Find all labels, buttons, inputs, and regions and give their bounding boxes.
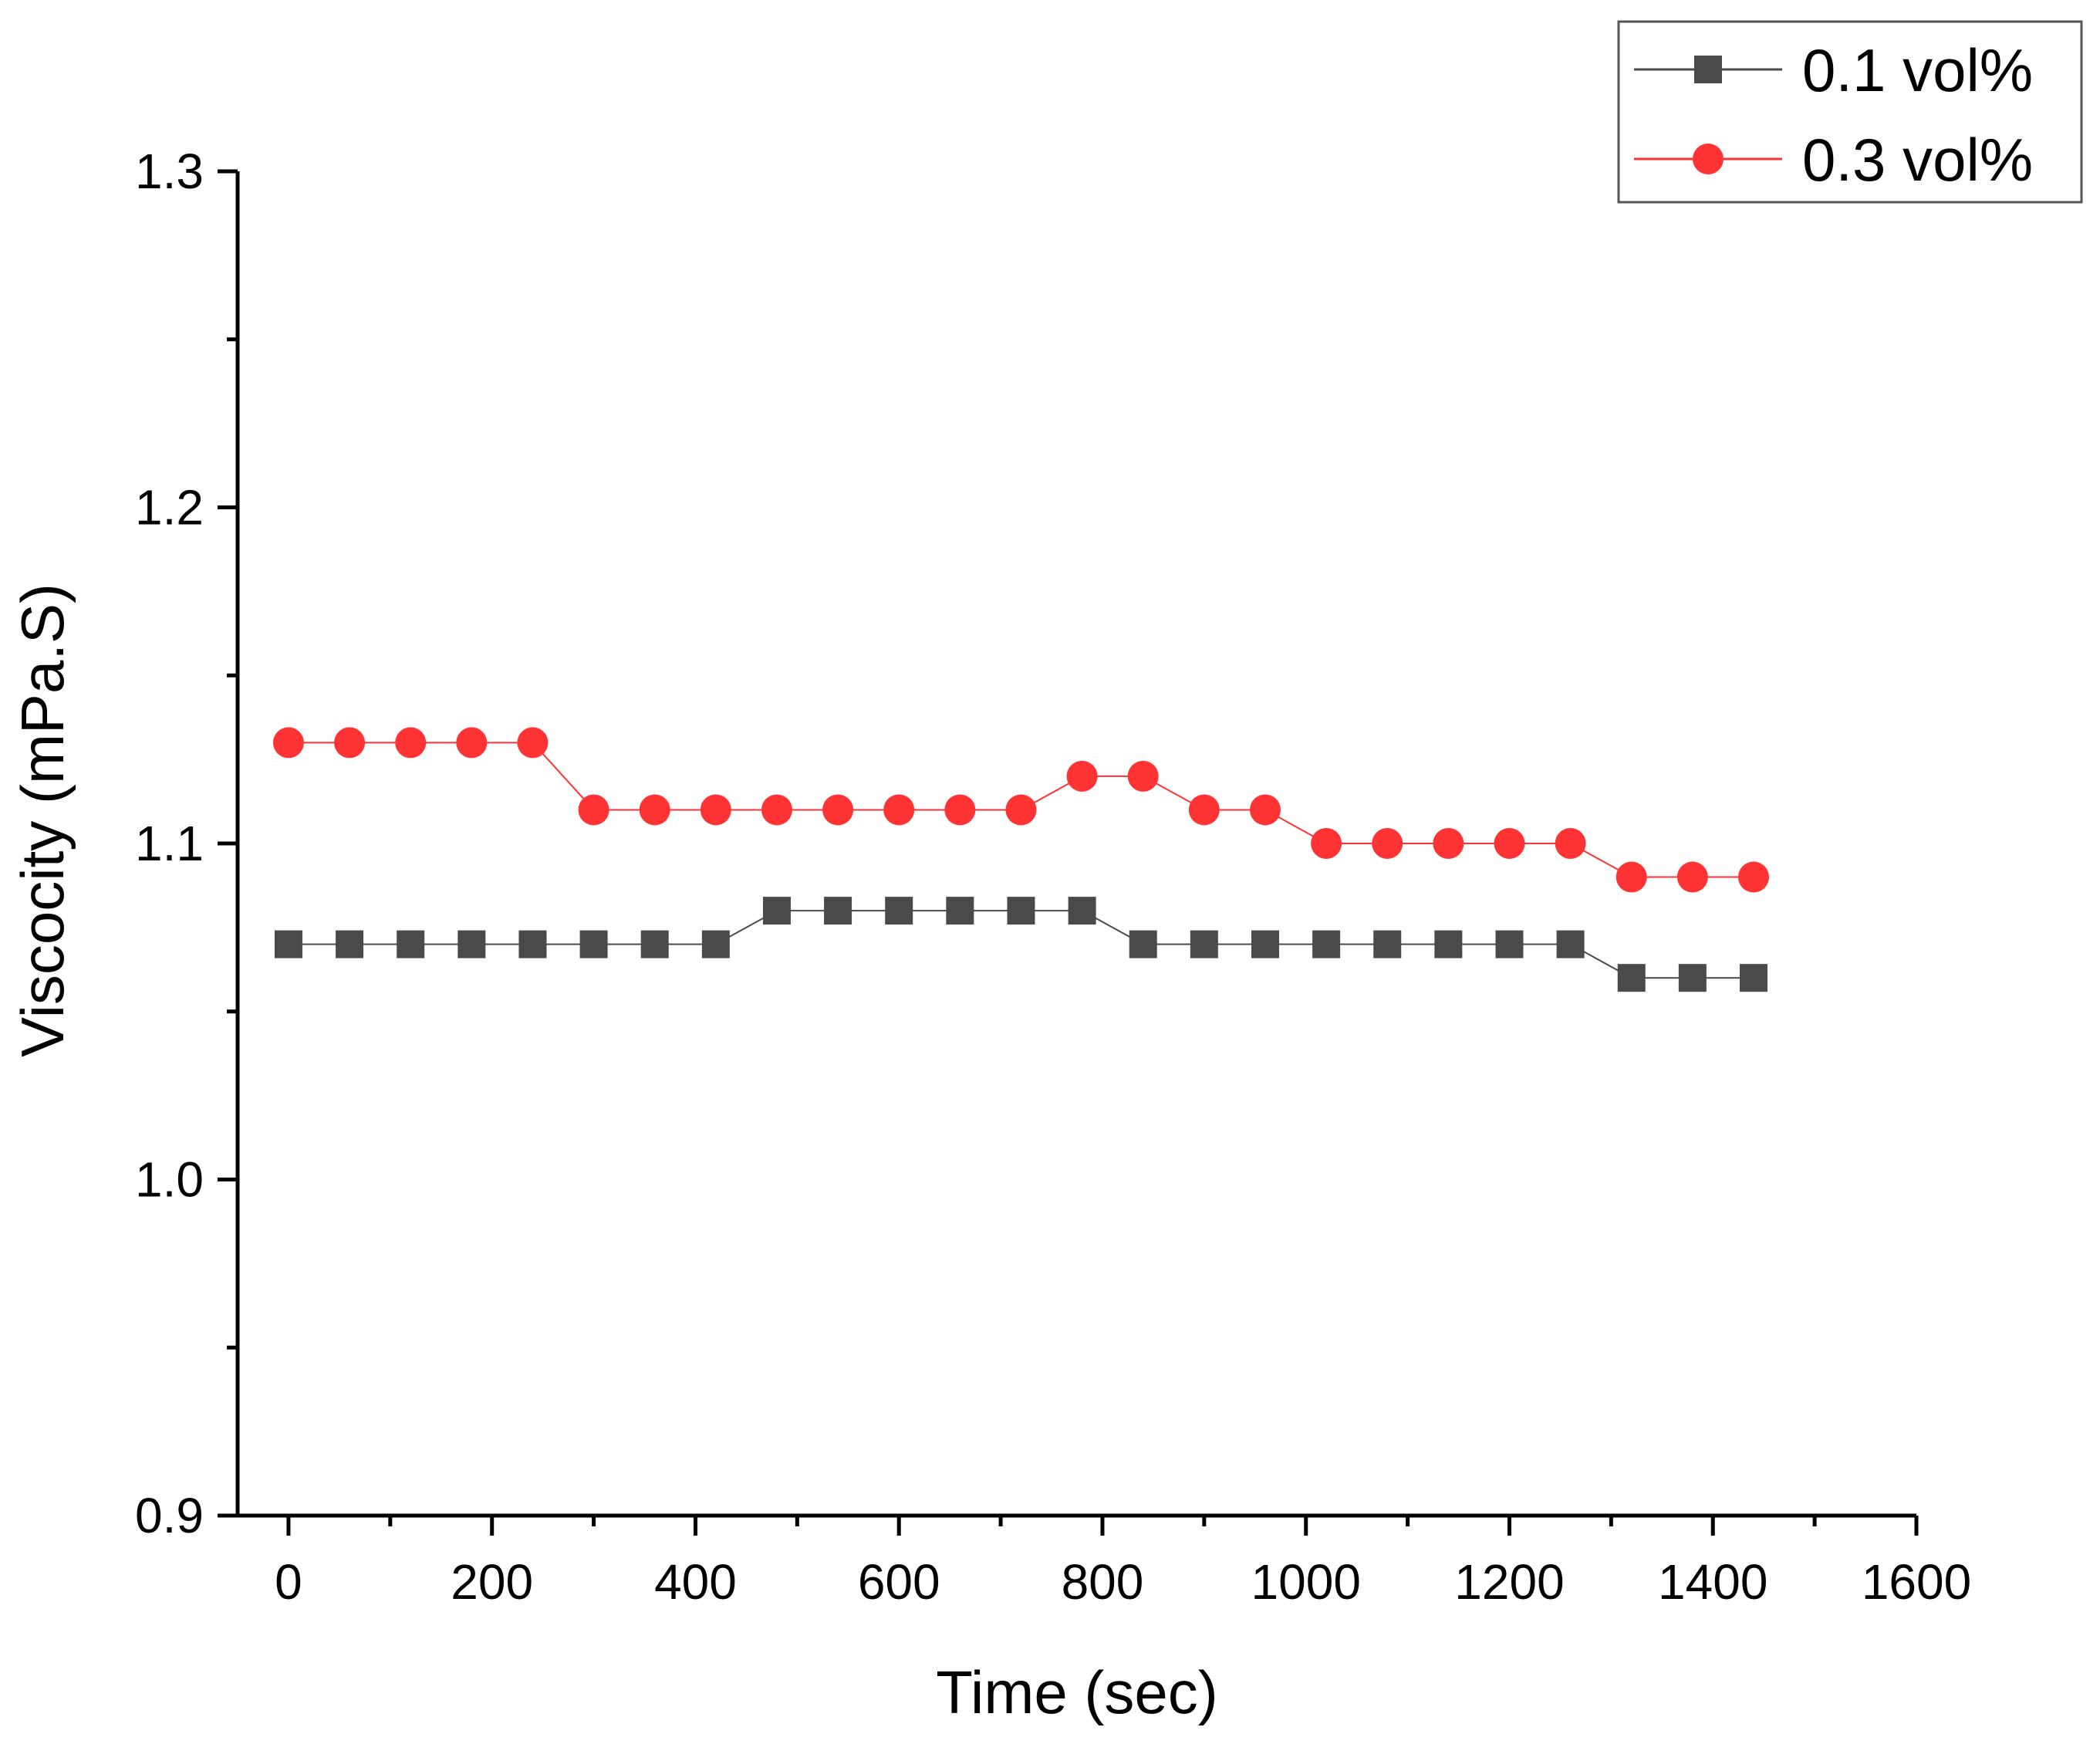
data-point xyxy=(334,727,366,759)
data-point xyxy=(1556,930,1585,958)
legend-marker xyxy=(1694,56,1722,83)
data-point xyxy=(885,897,913,925)
legend: 0.1 vol% 0.3 vol% xyxy=(1617,20,2083,204)
data-point xyxy=(701,930,730,958)
x-tick-label: 1200 xyxy=(1454,1554,1564,1610)
data-point xyxy=(1373,930,1402,958)
axes: 0.9 1.0 1.1 1.2 1.3 0 200 400 600 800 1000 1200 1400… xyxy=(135,144,1971,1610)
x-tick-label: 800 xyxy=(1062,1554,1144,1610)
data-point xyxy=(1495,930,1524,958)
data-point xyxy=(1068,897,1096,925)
data-point xyxy=(397,930,425,958)
data-point xyxy=(274,930,302,958)
data-point xyxy=(1311,828,1342,859)
y-tick-label: 1.0 xyxy=(135,1152,204,1208)
data-point xyxy=(1372,828,1403,859)
data-point xyxy=(1005,794,1037,826)
x-tick-label: 400 xyxy=(654,1554,737,1610)
series-1 xyxy=(274,897,1767,992)
data-point xyxy=(1494,828,1525,859)
y-tick-label: 1.3 xyxy=(135,144,204,199)
legend-box xyxy=(1617,20,2083,204)
y-axis-title: Viscocity (mPa.S) xyxy=(8,583,76,1057)
data-point xyxy=(824,897,852,925)
series-2 xyxy=(272,727,1769,893)
y-tick-label: 1.1 xyxy=(135,816,204,871)
data-point xyxy=(1616,861,1647,893)
series-layer xyxy=(272,727,1769,992)
data-point xyxy=(761,794,792,826)
x-tick-label: 1000 xyxy=(1251,1554,1361,1610)
data-point xyxy=(1433,828,1464,859)
data-point xyxy=(1129,930,1157,958)
data-point xyxy=(1127,760,1159,792)
data-point xyxy=(578,794,609,826)
y-tick-label: 0.9 xyxy=(135,1488,204,1543)
data-point xyxy=(579,930,608,958)
data-point xyxy=(944,794,976,826)
data-point xyxy=(395,727,427,759)
data-point xyxy=(272,727,304,759)
data-point xyxy=(1066,760,1098,792)
data-point xyxy=(1678,964,1707,992)
x-tick-label: 0 xyxy=(275,1554,302,1610)
data-point xyxy=(1737,861,1769,893)
data-point xyxy=(518,930,547,958)
x-axis-title: Time (sec) xyxy=(936,1658,1217,1726)
x-tick-label: 600 xyxy=(858,1554,940,1610)
data-point xyxy=(517,727,549,759)
data-point xyxy=(1188,794,1220,826)
data-point xyxy=(822,794,854,826)
data-point xyxy=(946,897,974,925)
data-point xyxy=(1434,930,1463,958)
data-point xyxy=(1190,930,1218,958)
x-tick-label: 200 xyxy=(451,1554,533,1610)
legend-marker xyxy=(1693,144,1724,174)
data-point xyxy=(1251,930,1279,958)
data-point xyxy=(1617,964,1646,992)
data-point xyxy=(762,897,791,925)
data-point xyxy=(639,794,670,826)
legend-label: 0.1 vol% xyxy=(1802,36,2033,104)
data-point xyxy=(883,794,915,826)
data-point xyxy=(1312,930,1341,958)
data-point xyxy=(1676,861,1708,893)
data-point xyxy=(1739,964,1767,992)
y-tick-label: 1.2 xyxy=(135,480,204,536)
x-tick-label: 1600 xyxy=(1862,1554,1971,1610)
data-point xyxy=(1555,828,1586,859)
data-point xyxy=(457,930,486,958)
data-point xyxy=(336,930,364,958)
data-point xyxy=(700,794,731,826)
x-tick-label: 1400 xyxy=(1658,1554,1767,1610)
data-point xyxy=(1249,794,1281,826)
data-point xyxy=(456,727,488,759)
data-point xyxy=(640,930,669,958)
legend-label: 0.3 vol% xyxy=(1802,126,2033,194)
data-point xyxy=(1007,897,1035,925)
